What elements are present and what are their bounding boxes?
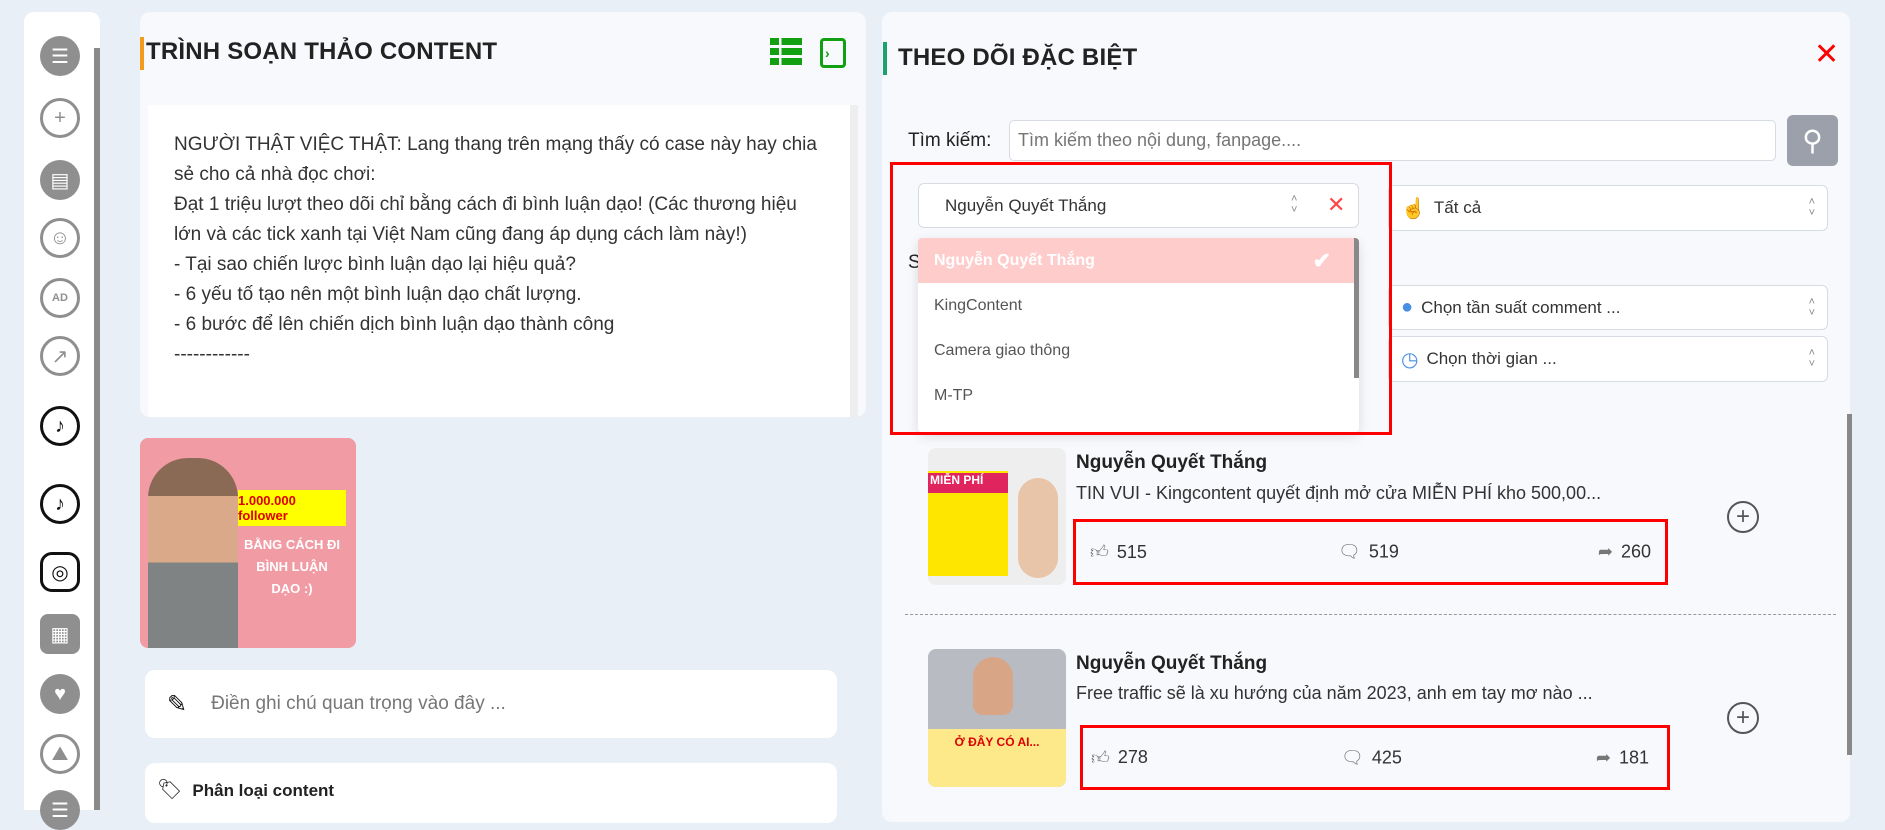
likes-count: 278	[1117, 747, 1148, 767]
image-icon[interactable]: ⛰	[40, 734, 80, 774]
smile-icon[interactable]: ☺	[40, 218, 80, 258]
time-select-value: Chọn thời gian ...	[1426, 349, 1557, 368]
divider	[905, 614, 1836, 615]
comment-icon: 🗨︎	[1338, 541, 1361, 562]
clear-selection-icon[interactable]: ✕	[1327, 192, 1346, 217]
content-editor[interactable]: NGƯỜI THẬT VIỆC THẬT: Lang thang trên mạ…	[148, 105, 858, 417]
title-accent	[883, 42, 887, 75]
dropdown-option[interactable]: M-TP	[934, 386, 974, 404]
plus-icon: +	[1735, 503, 1750, 530]
post-text: Free traffic sẽ là xu hướng của năm 2023…	[1076, 683, 1593, 703]
chevron-updown-icon: ˄ ˅	[1808, 196, 1815, 219]
hand-figure	[1018, 478, 1058, 578]
filter-label: S	[908, 252, 921, 273]
chevron-updown-icon: ˄ ˅	[1808, 347, 1815, 370]
image-headline: 1.000.000 follower	[238, 490, 346, 526]
pointer-hand-icon: ☝	[1401, 197, 1426, 220]
check-icon: ✔	[1312, 247, 1331, 273]
add-post-button[interactable]: +	[1727, 501, 1759, 533]
search-input[interactable]	[1009, 120, 1776, 161]
share-icon: ➦	[1595, 747, 1611, 767]
thumbs-up-icon: 👍︎	[1091, 747, 1110, 768]
likes-stat: 👍︎ 278	[1091, 747, 1148, 769]
post-image[interactable]: 1.000.000 follower BẰNG CÁCH ĐI BÌNH LUẬ…	[140, 438, 356, 648]
person-figure	[148, 458, 238, 648]
comments-stat: 🗨︎ 519	[1338, 542, 1399, 563]
post-stats: 👍︎ 278 🗨︎ 425 ➦ 181	[1080, 725, 1670, 790]
sidebar-scrollbar[interactable]	[94, 48, 100, 810]
heart-icon[interactable]: ♥	[40, 674, 80, 714]
page-select-value: Nguyễn Quyết Thắng	[945, 195, 1107, 215]
shares-stat: ➦ 260	[1598, 542, 1651, 563]
person-figure	[973, 657, 1013, 715]
time-select[interactable]: ◷ Chọn thời gian ... ˄ ˅	[1388, 336, 1828, 382]
collapse-panel-icon[interactable]: ›	[820, 38, 846, 68]
page-dropdown: Nguyễn Quyết Thắng ✔ KingContent Camera g…	[918, 238, 1359, 432]
likes-stat: 👍︎ 515	[1090, 541, 1147, 563]
chevron-updown-icon: ˄ ˅	[1808, 295, 1815, 319]
instagram-icon[interactable]: ◎	[40, 552, 80, 592]
editor-title: TRÌNH SOẠN THẢO CONTENT	[146, 38, 498, 65]
frequency-select[interactable]: ● Chọn tần suất comment ... ˄ ˅	[1388, 285, 1828, 330]
dropdown-scrollbar[interactable]	[1354, 238, 1359, 378]
dropdown-option[interactable]: KingContent	[934, 296, 1023, 314]
dropdown-option-selected[interactable]: Nguyễn Quyết Thắng ✔	[918, 238, 1359, 283]
tiktok-icon[interactable]: ♪	[40, 484, 80, 524]
post-author[interactable]: Nguyễn Quyết Thắng	[1076, 452, 1268, 473]
post-thumbnail[interactable]: MIỄN PHÍ	[928, 448, 1066, 585]
tiktok-icon[interactable]: ♪	[40, 406, 80, 446]
shares-count: 181	[1618, 747, 1649, 767]
frequency-select-value: Chọn tần suất comment ...	[1421, 297, 1621, 317]
title-accent	[140, 37, 144, 70]
post-stats: 👍︎ 515 🗨︎ 519 ➦ 260	[1073, 519, 1668, 585]
list-view-icon[interactable]	[770, 38, 802, 66]
search-icon: ⚲	[1802, 125, 1823, 156]
tracker-scrollbar[interactable]	[1847, 414, 1852, 755]
chat-bubble-icon: ●	[1401, 296, 1414, 318]
more-icon[interactable]: ☰	[40, 790, 80, 830]
menu-icon[interactable]: ☰	[40, 36, 80, 76]
tag-icon: 🏷︎	[157, 779, 183, 801]
thumbs-up-icon: 👍︎	[1090, 542, 1109, 562]
category-section: 🏷︎ Phân loại content	[145, 763, 837, 823]
search-label: Tìm kiếm:	[908, 130, 992, 151]
trending-icon[interactable]: ↗	[40, 336, 80, 376]
shares-count: 260	[1620, 541, 1651, 562]
comment-icon: 🗨︎	[1341, 747, 1364, 767]
calendar-icon[interactable]: ▦	[40, 614, 80, 654]
dropdown-option[interactable]: Camera giao thông	[934, 341, 1071, 359]
close-icon[interactable]: ✕	[1814, 38, 1840, 71]
plus-circle-icon[interactable]: +	[40, 98, 80, 138]
share-icon: ➦	[1597, 541, 1613, 562]
option-label: Nguyễn Quyết Thắng	[934, 251, 1095, 269]
shares-stat: ➦ 181	[1596, 747, 1649, 768]
post-text: TIN VUI - Kingcontent quyết định mở cửa …	[1076, 483, 1602, 503]
add-post-button[interactable]: +	[1727, 702, 1759, 734]
chevron-updown-icon: ˄ ˅	[1291, 193, 1298, 216]
page-select[interactable]: Nguyễn Quyết Thắng ˄ ˅ ✕	[918, 183, 1359, 228]
type-select[interactable]: ☝ Tất cả ˄ ˅	[1388, 185, 1828, 231]
highlight-box	[890, 162, 1392, 435]
comments-count: 519	[1368, 541, 1399, 562]
thumbnail-label: Ở ĐÂY CÓ AI...	[928, 729, 1066, 787]
image-subtext: BẰNG CÁCH ĐI BÌNH LUẬN DẠO :)	[243, 537, 341, 596]
clock-icon: ◷	[1401, 348, 1419, 371]
likes-count: 515	[1116, 541, 1147, 562]
pencil-icon: ✎	[167, 690, 188, 718]
ad-icon[interactable]: AD	[40, 278, 80, 318]
tracker-title: THEO DÕI ĐẶC BIỆT	[898, 44, 1138, 71]
type-select-value: Tất cả	[1433, 198, 1482, 217]
post-author[interactable]: Nguyễn Quyết Thắng	[1076, 653, 1268, 674]
comments-count: 425	[1371, 747, 1402, 767]
document-icon[interactable]: ▤	[40, 160, 80, 200]
post-thumbnail[interactable]: Ở ĐÂY CÓ AI...	[928, 649, 1066, 787]
category-label: Phân loại content	[192, 781, 335, 800]
note-placeholder: Điền ghi chú quan trọng vào đây ...	[211, 693, 506, 714]
plus-icon: +	[1735, 704, 1750, 731]
comments-stat: 🗨︎ 425	[1341, 747, 1402, 768]
search-button[interactable]: ⚲	[1787, 115, 1838, 166]
note-field[interactable]: ✎ Điền ghi chú quan trọng vào đây ...	[145, 670, 837, 738]
thumbnail-label: MIỄN PHÍ	[928, 473, 1008, 493]
